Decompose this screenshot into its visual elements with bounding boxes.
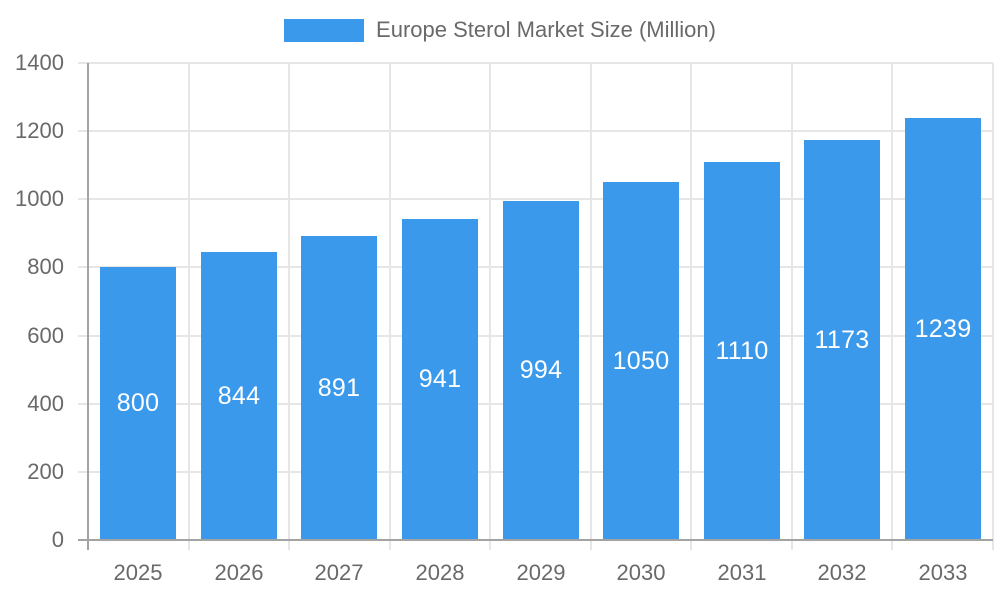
x-tick-label: 2033 — [918, 560, 968, 585]
x-gridline — [992, 63, 994, 540]
x-axis-line — [78, 539, 993, 541]
x-gridline — [590, 63, 592, 540]
x-tick-label: 2027 — [314, 560, 364, 585]
x-tick-label: 2025 — [113, 560, 163, 585]
x-tick — [590, 540, 592, 550]
y-tick-label: 600 — [27, 323, 64, 348]
y-tick-label: 1000 — [15, 186, 64, 211]
x-tick — [791, 540, 793, 550]
x-gridline — [791, 63, 793, 540]
x-tick — [188, 540, 190, 550]
bar-value-label: 844 — [217, 381, 261, 410]
y-tick-label: 0 — [51, 527, 64, 552]
x-tick-label: 2028 — [415, 560, 465, 585]
bar[interactable]: 800 — [100, 267, 176, 540]
x-tick-label: 2026 — [214, 560, 264, 585]
x-gridline — [389, 63, 391, 540]
x-tick — [690, 540, 692, 550]
y-tick — [78, 62, 88, 64]
x-tick-label: 2030 — [616, 560, 666, 585]
y-tick-label: 800 — [27, 254, 64, 279]
y-tick-label: 200 — [27, 459, 64, 484]
bar[interactable]: 1173 — [804, 140, 880, 540]
bar-value-label: 941 — [418, 365, 462, 393]
y-tick — [78, 266, 88, 268]
y-axis-line — [87, 63, 89, 550]
legend-swatch — [284, 18, 365, 42]
bar[interactable]: 1050 — [603, 182, 679, 540]
x-gridline — [891, 63, 893, 540]
y-gridline — [88, 130, 993, 132]
bar[interactable]: 891 — [301, 236, 377, 540]
y-tick-label: 1400 — [15, 50, 64, 75]
legend-label: Europe Sterol Market Size (Million) — [376, 17, 716, 42]
x-tick — [288, 540, 290, 550]
y-gridline — [88, 198, 993, 200]
x-gridline — [690, 63, 692, 540]
x-gridline — [188, 63, 190, 540]
bar-value-label: 1110 — [715, 336, 769, 365]
bar[interactable]: 844 — [201, 252, 277, 540]
x-tick-label: 2029 — [516, 560, 566, 585]
x-tick — [389, 540, 391, 550]
bar-value-label: 891 — [317, 373, 361, 402]
x-tick — [489, 540, 491, 550]
bar[interactable]: 941 — [402, 219, 478, 540]
bar[interactable]: 1239 — [905, 118, 981, 540]
x-tick — [891, 540, 893, 550]
bar-value-label: 1239 — [914, 314, 972, 343]
bar-value-label: 1173 — [814, 325, 870, 354]
y-tick — [78, 198, 88, 200]
bar[interactable]: 1110 — [704, 162, 780, 540]
y-tick — [78, 403, 88, 405]
y-tick-label: 1200 — [15, 118, 64, 143]
bar[interactable]: 994 — [503, 201, 579, 540]
x-gridline — [489, 63, 491, 540]
y-tick-label: 400 — [27, 391, 64, 416]
legend[interactable]: Europe Sterol Market Size (Million) — [0, 17, 1000, 43]
bar-value-label: 800 — [116, 389, 160, 417]
x-tick-label: 2032 — [817, 560, 867, 585]
x-tick-label: 2031 — [717, 560, 767, 585]
y-tick — [78, 471, 88, 473]
x-gridline — [288, 63, 290, 540]
y-tick — [78, 130, 88, 132]
y-tick — [78, 335, 88, 337]
plot-area: 800 844 891 941 994 1050 1110 1173 1239 — [78, 62, 994, 550]
bar-value-label: 1050 — [612, 346, 670, 375]
x-tick — [992, 540, 994, 550]
y-gridline — [88, 62, 993, 64]
bar-value-label: 994 — [519, 356, 563, 384]
